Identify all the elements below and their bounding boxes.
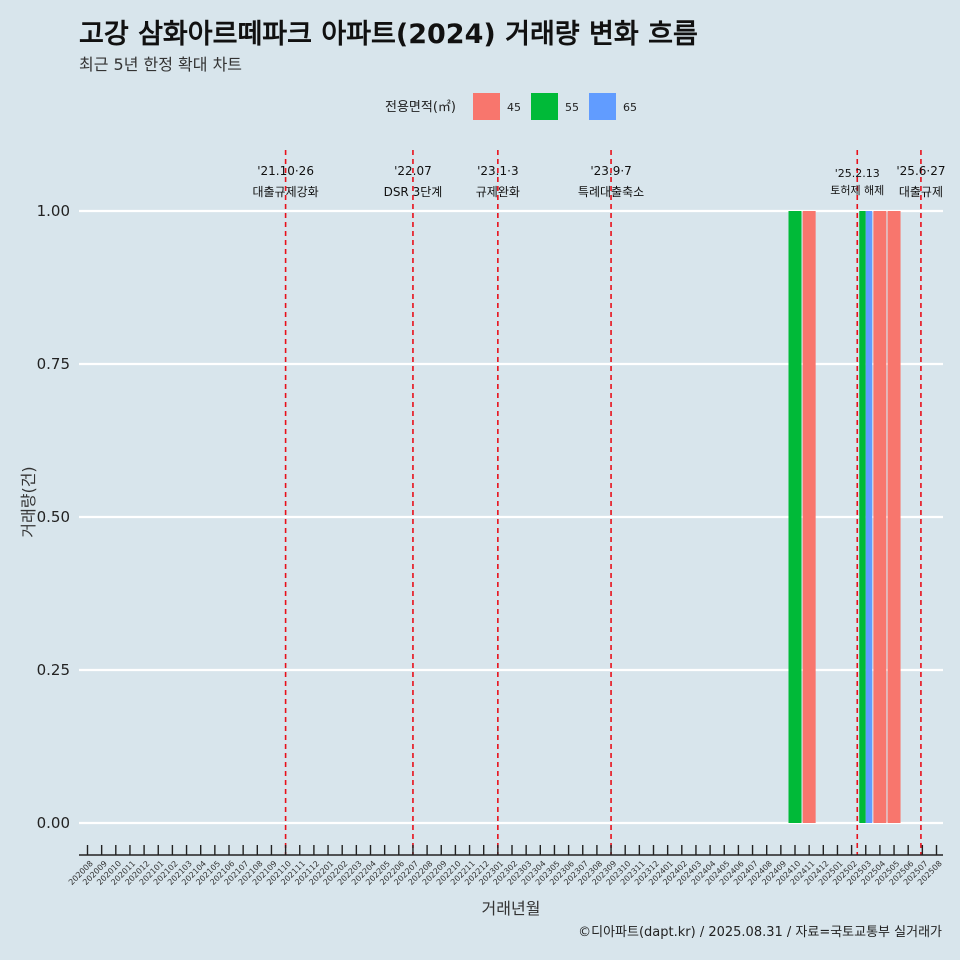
event-name-label: 특례대출축소 xyxy=(578,185,644,199)
event-date-label: '25.2.13 xyxy=(835,167,880,180)
bar-202503-65 xyxy=(865,211,873,823)
event-name-label: 규제완화 xyxy=(476,185,520,199)
event-name-label: 대출규제 xyxy=(899,185,943,199)
event-date-label: '23.9·7 xyxy=(590,164,631,178)
legend-swatch-55 xyxy=(531,93,558,120)
bar-202411-45 xyxy=(802,211,816,823)
event-lines: '21.10·26 대출규제강화 '22.07 DSR 3단계 '23.1·3 규제완화 '… xyxy=(252,150,945,855)
y-axis: 0.00 0.25 0.50 0.75 1.00 xyxy=(37,202,70,832)
legend-label-65: 65 xyxy=(623,101,637,114)
legend: 전용면적(㎡) 45 55 65 xyxy=(385,93,637,120)
event-name-label: 대출규제강화 xyxy=(252,185,318,199)
event-date-label: '21.10·26 xyxy=(257,164,314,178)
event-name-label: 토허제 해제 xyxy=(830,183,884,197)
chart-title: 고강 삼화아르떼파크 아파트(2024) 거래량 변화 흐름 xyxy=(79,19,698,50)
x-axis: 2020082020092020102020112020122021012021… xyxy=(67,845,944,887)
bar-202503-55 xyxy=(859,211,866,823)
event-name-label: DSR 3단계 xyxy=(384,185,443,199)
y-tick-label: 0.00 xyxy=(37,814,70,832)
y-tick-label: 1.00 xyxy=(37,202,70,220)
bars xyxy=(788,211,901,823)
event-date-label: '22.07 xyxy=(394,164,432,178)
legend-swatch-45 xyxy=(473,93,500,120)
y-tick-label: 0.50 xyxy=(37,508,70,526)
legend-title: 전용면적(㎡) xyxy=(385,100,456,115)
event-date-label: '23.1·3 xyxy=(477,164,518,178)
legend-label-45: 45 xyxy=(507,101,521,114)
bar-202505-45 xyxy=(887,211,901,823)
caption: ©디아파트(dapt.kr) / 2025.08.31 / 자료=국토교통부 실… xyxy=(578,925,942,940)
chart-subtitle: 최근 5년 한정 확대 차트 xyxy=(79,55,242,74)
y-tick-label: 0.25 xyxy=(37,661,70,679)
event-date-label: '25.6·27 xyxy=(896,164,945,178)
legend-label-55: 55 xyxy=(565,101,579,114)
x-axis-title: 거래년월 xyxy=(482,899,541,918)
legend-swatch-65 xyxy=(589,93,616,120)
y-tick-label: 0.75 xyxy=(37,355,70,373)
bar-202504-45 xyxy=(873,211,887,823)
y-axis-title: 거래량(건) xyxy=(19,466,38,537)
bar-202410-55 xyxy=(788,211,802,823)
